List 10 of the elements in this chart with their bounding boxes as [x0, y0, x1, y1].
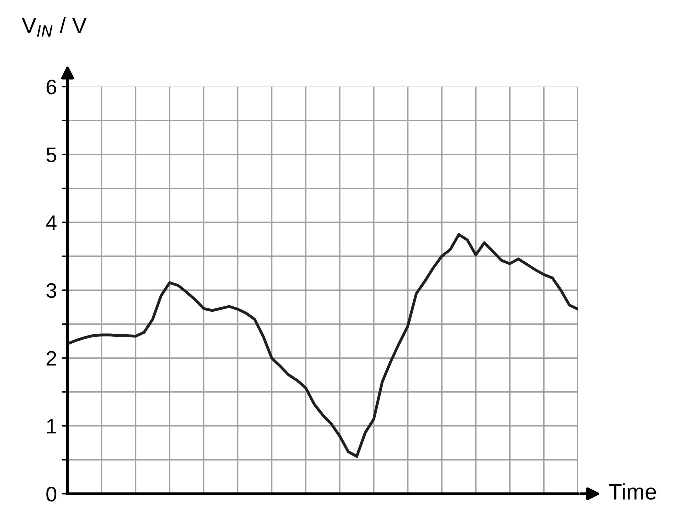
y-tick-label: 0: [46, 486, 57, 502]
y-tick-label: 2: [46, 351, 56, 366]
y-tick-label: 5: [46, 148, 57, 162]
y-tick-label: 3: [46, 283, 56, 298]
y-axis-title: V$_{IN}$ / V: [22, 17, 87, 37]
y-tick-label: 1: [47, 419, 56, 434]
y-tick-label: 4: [46, 216, 57, 230]
x-axis-title: Time: [609, 484, 656, 500]
y-tick-label: 6: [46, 80, 56, 95]
line-series: [68, 233, 578, 458]
